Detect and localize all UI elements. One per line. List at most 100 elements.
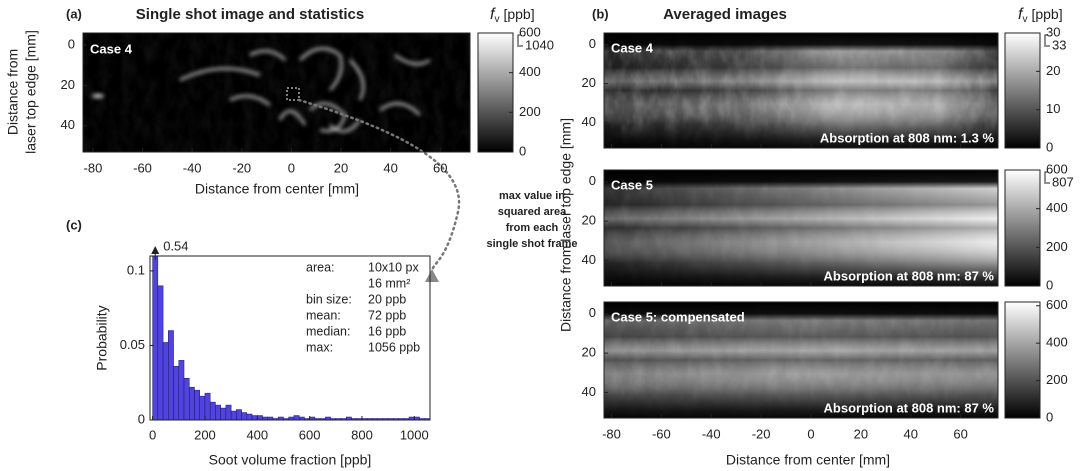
bar	[225, 404, 232, 420]
colorbar-tick-label: 0	[519, 143, 526, 158]
y-axis-label: laser top edge [mm]	[23, 30, 39, 154]
x-tick-label: 0	[288, 160, 295, 175]
stat-value: 16 mm²	[368, 276, 410, 290]
y-tick-label: 0	[589, 36, 596, 51]
bar	[173, 366, 180, 420]
bar	[194, 389, 200, 420]
bar	[257, 415, 263, 420]
colorbar-tick-label: 200	[1046, 372, 1068, 387]
sample-square	[286, 87, 300, 101]
panel-title: Averaged images	[663, 6, 787, 23]
colorbar-tick-label: 200	[519, 104, 541, 119]
x-tick-label: 0	[807, 426, 814, 441]
bar	[251, 415, 258, 420]
image-frame	[603, 301, 999, 419]
averaged-image	[604, 170, 998, 286]
panel-label: (b)	[592, 6, 609, 21]
averaged-image	[604, 33, 998, 148]
colorbar-max-label: 33	[1052, 37, 1066, 52]
case-label: Case 4	[611, 40, 654, 55]
y-tick-label: 20	[582, 75, 596, 90]
panel-label: (a)	[66, 6, 82, 21]
case-label: Case 5: compensated	[611, 309, 745, 324]
colorbar-max-label: 1040	[525, 37, 554, 52]
subscript: v	[494, 14, 499, 25]
x-tick-label: 400	[246, 427, 268, 442]
y-axis-label: Distance from laser top edge [mm]	[558, 118, 574, 332]
colorbar-tick-label: 0	[1046, 277, 1053, 292]
stat-name: bin size:	[306, 292, 352, 306]
colorbar-tick-label: 10	[1046, 101, 1060, 116]
stat-name: mean:	[306, 308, 341, 322]
overflow-arrow	[151, 246, 160, 254]
annotation: single shot frame	[486, 238, 577, 250]
bar	[199, 395, 206, 420]
unit: [ppb]	[1031, 6, 1062, 22]
connector	[297, 98, 461, 274]
absorption-label: Absorption at 808 nm: 87 %	[824, 268, 995, 283]
stat-value: 1056 ppb	[368, 340, 420, 354]
annotation: from each	[506, 222, 559, 234]
colorbar	[1004, 32, 1041, 149]
bar	[236, 409, 242, 420]
stat-name: median:	[306, 324, 350, 338]
bar	[246, 413, 253, 420]
panel-label: (c)	[66, 217, 82, 232]
bar	[220, 407, 227, 420]
y-tick-label: 0	[589, 305, 596, 320]
colorbar-tick-label: 600	[1046, 297, 1068, 312]
x-axis-label: Distance from center [mm]	[195, 181, 359, 197]
case-label: Case 4	[90, 41, 133, 56]
stat-value: 16 ppb	[368, 324, 406, 338]
y-tick-label: 0.1	[127, 262, 145, 277]
stat-value: 10x10 px	[368, 260, 419, 274]
bar	[241, 412, 248, 420]
connector-arrow	[425, 269, 439, 282]
image-frame	[603, 169, 999, 287]
bar	[162, 342, 169, 420]
colorbar	[1004, 301, 1041, 419]
x-tick-label: 40	[903, 426, 917, 441]
panel-title: Single shot image and statistics	[136, 6, 364, 23]
colorbar-tick-label: 600	[1046, 161, 1068, 176]
bar	[189, 386, 195, 420]
y-tick-label: 0	[138, 411, 145, 426]
colorbar-tick-label: 400	[1046, 335, 1068, 350]
x-tick-label: -20	[232, 160, 251, 175]
colorbar-tick-label: 0	[1046, 409, 1053, 424]
colorbar	[477, 32, 514, 153]
symbol: f	[490, 6, 496, 23]
unit: [ppb]	[503, 6, 534, 22]
y-tick-label: 20	[582, 213, 596, 228]
x-tick-label: -20	[752, 426, 771, 441]
bar	[183, 378, 190, 420]
colorbar-tick-label: 200	[1046, 239, 1068, 254]
y-tick-label: 40	[582, 114, 596, 129]
y-axis-label: Probability	[94, 305, 110, 370]
colorbar-title: fv [ppb]	[490, 6, 535, 25]
bars	[152, 256, 430, 420]
colorbar-title: fv [ppb]	[1018, 6, 1063, 25]
y-axis-label: Distance from	[5, 49, 21, 135]
y-tick-label: 20	[582, 345, 596, 360]
colorbar-bracket	[1044, 171, 1048, 184]
subscript: v	[1022, 14, 1027, 25]
colorbar-bracket	[1044, 34, 1048, 47]
stat-name: area:	[306, 260, 335, 274]
colorbar-tick-label: 600	[519, 24, 541, 39]
image-frame	[82, 32, 471, 153]
colorbar-tick-label: 0	[1046, 139, 1053, 154]
averaged-image	[604, 302, 998, 418]
x-axis-label: Soot volume fraction [ppb]	[209, 452, 372, 468]
x-tick-label: -60	[652, 426, 671, 441]
y-tick-label: 0	[68, 37, 75, 52]
colorbar	[1004, 169, 1041, 287]
y-tick-label: 40	[582, 384, 596, 399]
overflow-label: 0.54	[163, 238, 188, 253]
plot-frame	[149, 255, 431, 421]
x-tick-label: 0	[149, 427, 156, 442]
x-tick-label: -80	[602, 426, 621, 441]
stat-value: 72 ppb	[368, 308, 406, 322]
x-tick-label: 200	[194, 427, 216, 442]
